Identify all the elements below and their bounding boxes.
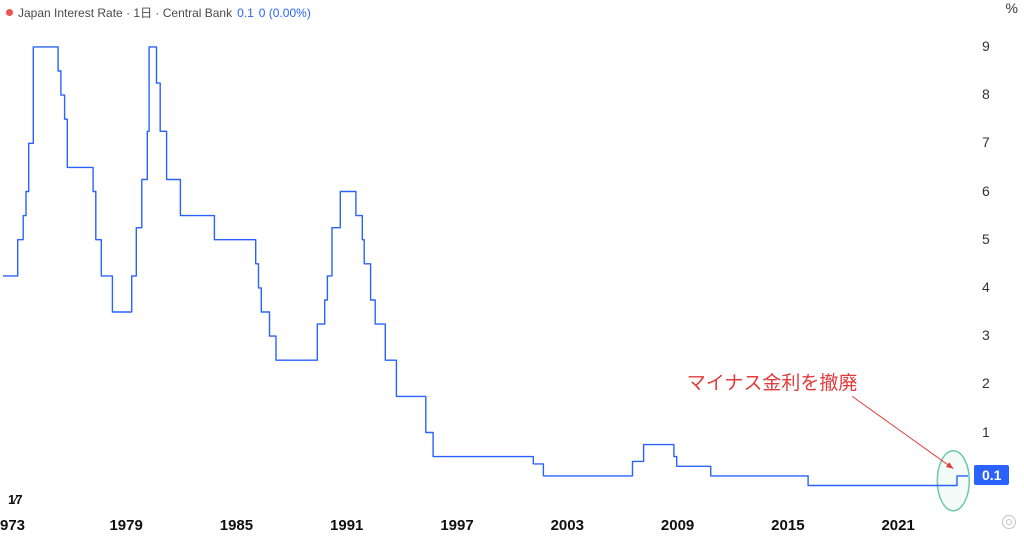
y-tick-label: 1 bbox=[982, 424, 990, 440]
y-tick-label: 6 bbox=[982, 183, 990, 199]
y-tick-label: 4 bbox=[982, 279, 990, 295]
x-tick-label: 1997 bbox=[440, 517, 473, 534]
y-tick-label: 9 bbox=[982, 38, 990, 54]
x-tick-label: 1991 bbox=[330, 517, 363, 534]
annotation-text: マイナス金利を撤廃 bbox=[687, 368, 858, 395]
x-tick-label: 2003 bbox=[551, 517, 584, 534]
y-tick-label: 7 bbox=[982, 134, 990, 150]
y-tick-label: 5 bbox=[982, 231, 990, 247]
line-chart bbox=[0, 0, 1024, 541]
x-tick-label: 1985 bbox=[220, 517, 253, 534]
x-tick-label: 2015 bbox=[771, 517, 804, 534]
y-tick-label: 3 bbox=[982, 327, 990, 343]
x-tick-label: 2009 bbox=[661, 517, 694, 534]
x-tick-label: 973 bbox=[0, 517, 25, 534]
rate-line bbox=[3, 47, 968, 486]
x-tick-label: 2021 bbox=[881, 517, 914, 534]
y-tick-label: 8 bbox=[982, 86, 990, 102]
current-value-badge: 0.1 bbox=[974, 465, 1009, 485]
gear-icon[interactable] bbox=[1002, 515, 1016, 529]
x-tick-label: 1979 bbox=[109, 517, 142, 534]
annotation-arrow bbox=[852, 396, 953, 468]
provider-logo: 1⁄7 bbox=[8, 492, 22, 507]
annotation-circle bbox=[937, 451, 969, 511]
y-tick-label: 2 bbox=[982, 375, 990, 391]
